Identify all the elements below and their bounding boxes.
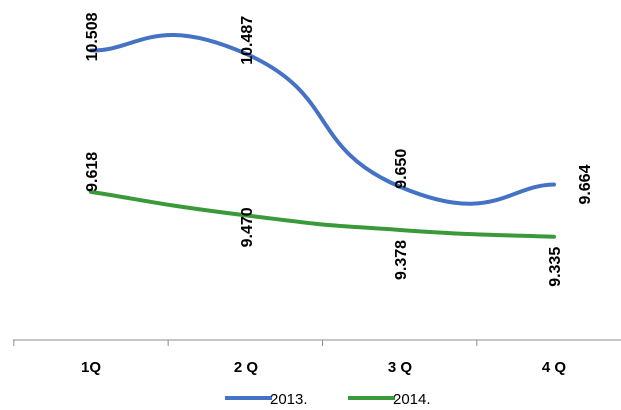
legend: 2013. 2014. — [225, 391, 431, 408]
category-labels: 1Q 2 Q 3 Q 4 Q — [81, 359, 566, 376]
data-label: 10.508 — [84, 12, 101, 61]
series-line-2 — [89, 189, 556, 239]
category-label: 4 Q — [542, 359, 567, 376]
data-label: 9.664 — [577, 164, 594, 204]
series-lines — [89, 33, 556, 239]
data-label: 9.378 — [393, 240, 410, 280]
series-line-1 — [89, 33, 556, 206]
data-label: 9.650 — [393, 149, 410, 189]
data-label: 9.335 — [547, 247, 564, 287]
category-label: 1Q — [81, 359, 101, 376]
data-labels: 10.508 10.487 9.650 9.664 9.618 9.470 9.378 9.3… — [84, 12, 594, 286]
category-label: 3 Q — [388, 359, 413, 376]
data-label: 9.470 — [239, 207, 256, 247]
legend-label: 2013. — [270, 391, 308, 408]
data-label: 9.618 — [84, 152, 101, 192]
x-axis — [13, 339, 621, 346]
data-label: 10.487 — [239, 16, 256, 65]
category-label: 2 Q — [234, 359, 259, 376]
legend-label: 2014. — [393, 391, 431, 408]
